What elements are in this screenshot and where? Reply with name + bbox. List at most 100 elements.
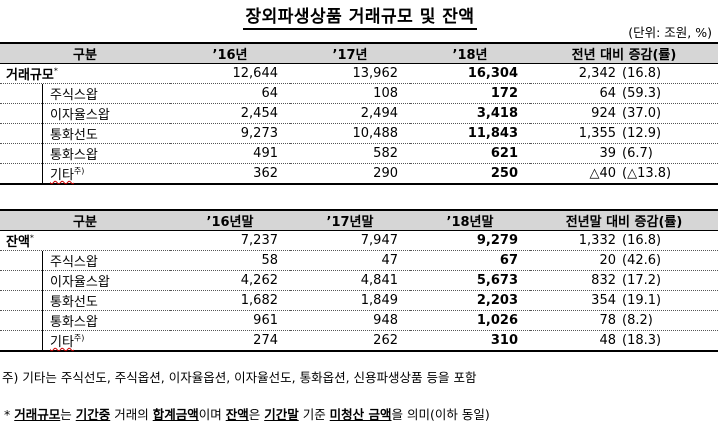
row-label-text: 통화선도 — [50, 128, 98, 143]
note-part: 을 의미(이하 동일) — [391, 407, 490, 422]
change-cell: 64 (59.3) — [530, 83, 718, 104]
value-cell-v18: 250 — [410, 163, 530, 185]
row-label-text: 통화스왑 — [50, 148, 98, 163]
table-row: 이자율스왑 4,262 4,841 5,673 832 (17.2) — [0, 270, 718, 291]
change-rate: (16.8) — [622, 66, 662, 81]
header-2016-end: ’16년말 — [170, 209, 290, 231]
row-label-text: 통화스왑 — [50, 315, 98, 330]
table-row: 통화선도 1,682 1,849 2,203 354 (19.1) — [0, 290, 718, 311]
change-rate: (37.0) — [622, 106, 662, 121]
note-part: 은 — [248, 407, 265, 422]
change-amount: 39 — [599, 146, 616, 161]
value-cell-v17: 13,962 — [290, 63, 410, 84]
footnote-mark: * — [29, 233, 34, 243]
change-cell: 20 (42.6) — [530, 250, 718, 271]
value-cell-v17: 262 — [290, 330, 410, 352]
value-cell-v16: 4,262 — [170, 270, 290, 291]
value-cell-v18: 9,279 — [410, 230, 530, 251]
note-part: 미청산 금액 — [329, 407, 392, 422]
change-rate: (16.8) — [622, 233, 662, 248]
change-rate: (△13.8) — [622, 166, 672, 181]
footnote-other: 주) 기타는 주식선도, 주식옵션, 이자율옵션, 이자율선도, 통화옵션, 신… — [2, 370, 477, 385]
row-label: 주식스왑 — [0, 250, 170, 271]
change-cell: 39 (6.7) — [530, 143, 718, 164]
row-label-text: 통화선도 — [50, 295, 98, 310]
change-rate: (12.9) — [622, 126, 662, 141]
row-label: 통화선도 — [0, 123, 170, 144]
value-cell-v16: 491 — [170, 143, 290, 164]
footnote-mark: * — [53, 66, 58, 76]
change-cell: 48 (18.3) — [530, 330, 718, 352]
row-label: 거래규모* — [0, 63, 170, 84]
change-cell: 1,332 (16.8) — [530, 230, 718, 251]
row-label-text: 이자율스왑 — [50, 275, 110, 290]
footnote-mark: 주) — [73, 166, 85, 176]
value-cell-v16: 1,682 — [170, 290, 290, 311]
change-cell: 78 (8.2) — [530, 310, 718, 331]
value-cell-v16: 2,454 — [170, 103, 290, 124]
row-label: 이자율스왑 — [0, 270, 170, 291]
change-rate: (8.2) — [622, 313, 653, 328]
change-cell: 1,355 (12.9) — [530, 123, 718, 144]
table-row: 통화스왑 491 582 621 39 (6.7) — [0, 143, 718, 164]
row-label: 기타주) — [0, 163, 170, 185]
value-cell-v18: 621 — [410, 143, 530, 164]
change-cell: 2,342 (16.8) — [530, 63, 718, 84]
header-2018-end: ’18년말 — [410, 209, 530, 231]
value-cell-v17: 290 — [290, 163, 410, 185]
change-amount: 78 — [599, 313, 616, 328]
value-cell-v16: 362 — [170, 163, 290, 185]
row-label: 기타주) — [0, 330, 170, 352]
table-header-row: 구분 ’16년말 ’17년말 ’18년말 전년말 대비 증감(률) — [0, 209, 718, 231]
change-rate: (18.3) — [622, 333, 662, 348]
change-rate: (6.7) — [622, 146, 653, 161]
table-row: 기타주) 362 290 250 △40 (△13.8) — [0, 163, 718, 185]
header-2017: ’17년 — [290, 42, 410, 64]
note-part: 잔액 — [225, 407, 249, 422]
value-cell-v17: 10,488 — [290, 123, 410, 144]
value-cell-v18: 11,843 — [410, 123, 530, 144]
value-cell-v18: 5,673 — [410, 270, 530, 291]
table-row: 통화선도 9,273 10,488 11,843 1,355 (12.9) — [0, 123, 718, 144]
change-amount: 1,332 — [578, 233, 616, 248]
header-category: 구분 — [0, 209, 170, 231]
table-row: 주식스왑 58 47 67 20 (42.6) — [0, 250, 718, 271]
table-header-row: 구분 ’16년 ’17년 ’18년 전년 대비 증감(률) — [0, 42, 718, 64]
change-amount: 1,355 — [578, 126, 616, 141]
note-part: * — [4, 407, 15, 422]
note-part: 합계금액 — [152, 407, 199, 422]
header-change: 전년말 대비 증감(률) — [530, 209, 718, 231]
note-part: 거래의 — [110, 407, 153, 422]
change-amount: 2,342 — [578, 66, 616, 81]
change-rate: (17.2) — [622, 273, 662, 288]
value-cell-v18: 172 — [410, 83, 530, 104]
note-part: 거래규모 — [14, 407, 61, 422]
change-cell: 354 (19.1) — [530, 290, 718, 311]
table-row: 거래규모* 12,644 13,962 16,304 2,342 (16.8) — [0, 63, 718, 84]
row-label: 잔액* — [0, 230, 170, 251]
row-label-text: 기타 — [50, 168, 74, 183]
value-cell-v18: 67 — [410, 250, 530, 271]
note-part: 기간말 — [264, 407, 299, 422]
value-cell-v18: 16,304 — [410, 63, 530, 84]
note-part: 기준 — [298, 407, 330, 422]
page-title: 장외파생상품 거래규모 및 잔액 — [0, 2, 720, 30]
row-label-text: 이자율스왑 — [50, 108, 110, 123]
change-amount: 20 — [599, 253, 616, 268]
value-cell-v17: 2,494 — [290, 103, 410, 124]
row-label: 통화선도 — [0, 290, 170, 311]
outstanding-balance-table: 구분 ’16년말 ’17년말 ’18년말 전년말 대비 증감(률) 잔액* 7,2… — [0, 209, 718, 352]
change-amount: 354 — [591, 293, 616, 308]
value-cell-v16: 12,644 — [170, 63, 290, 84]
value-cell-v16: 7,237 — [170, 230, 290, 251]
change-cell: 924 (37.0) — [530, 103, 718, 124]
row-label-text: 주식스왑 — [50, 88, 98, 103]
table-row: 통화스왑 961 948 1,026 78 (8.2) — [0, 310, 718, 331]
header-category: 구분 — [0, 42, 170, 64]
value-cell-v16: 64 — [170, 83, 290, 104]
note-part: 는 — [60, 407, 76, 422]
header-change: 전년 대비 증감(률) — [530, 42, 718, 64]
value-cell-v17: 948 — [290, 310, 410, 331]
change-amount: 64 — [599, 86, 616, 101]
row-label: 통화스왑 — [0, 310, 170, 331]
